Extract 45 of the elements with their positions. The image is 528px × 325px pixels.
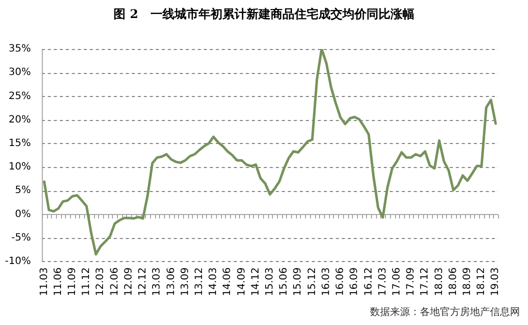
x-tick-label: 14.06	[222, 267, 234, 296]
y-tick-label: 20%	[8, 114, 31, 126]
x-tick-label: 17.12	[420, 267, 431, 296]
x-tick-label: 18.12	[476, 267, 488, 296]
x-tick-label: 17.03	[377, 267, 388, 296]
y-tick-label: -10%	[4, 256, 31, 267]
x-tick-label: 18.06	[448, 267, 459, 296]
x-tick-label: 16.12	[363, 267, 374, 296]
x-tick-label: 13.03	[152, 267, 163, 296]
y-tick-label: 35%	[8, 44, 31, 55]
y-tick-label: 30%	[8, 67, 31, 78]
x-tick-label: 15.03	[264, 267, 276, 296]
x-tick-label: 16.03	[320, 267, 332, 296]
x-tick-label: 14.12	[250, 267, 262, 296]
x-tick-label: 11.03	[38, 267, 50, 296]
x-tick-label: 18.09	[462, 267, 474, 296]
x-tick-label: 13.12	[194, 267, 205, 296]
y-tick-label: -5%	[11, 232, 31, 244]
x-tick-label: 12.03	[95, 267, 106, 296]
y-tick-label: 25%	[8, 90, 31, 102]
x-tick-label: 11.12	[81, 267, 92, 296]
x-tick-label: 16.06	[335, 267, 346, 296]
y-tick-label: 0%	[14, 208, 31, 220]
x-tick-label: 18.03	[434, 267, 445, 296]
x-tick-label: 13.09	[180, 267, 191, 296]
x-tick-label: 11.09	[66, 267, 78, 296]
x-tick-label: 15.12	[306, 267, 318, 296]
x-tick-label: 12.12	[138, 267, 149, 296]
x-tick-label: 19.03	[490, 267, 502, 296]
x-tick-label: 17.09	[406, 267, 417, 296]
x-tick-label: 12.09	[123, 267, 134, 296]
x-tick-label: 12.06	[109, 267, 120, 296]
x-tick-label: 11.06	[52, 267, 64, 296]
x-tick-label: 14.03	[208, 267, 220, 296]
x-tick-label: 15.09	[292, 267, 304, 296]
x-tick-label: 14.09	[236, 267, 248, 296]
y-tick-label: 10%	[8, 162, 31, 173]
source-note: 数据来源：各地官方房地产信息网	[370, 306, 520, 319]
x-tick-label: 13.06	[166, 267, 177, 296]
chart-title: 图 2 一线城市年初累计新建商品住宅成交均价同比涨幅	[112, 6, 416, 23]
y-tick-label: 15%	[8, 138, 31, 149]
x-tick-label: 16.09	[349, 267, 360, 296]
x-tick-label: 17.06	[391, 267, 402, 296]
y-tick-label: 5%	[14, 185, 31, 196]
x-tick-label: 15.06	[278, 267, 290, 296]
